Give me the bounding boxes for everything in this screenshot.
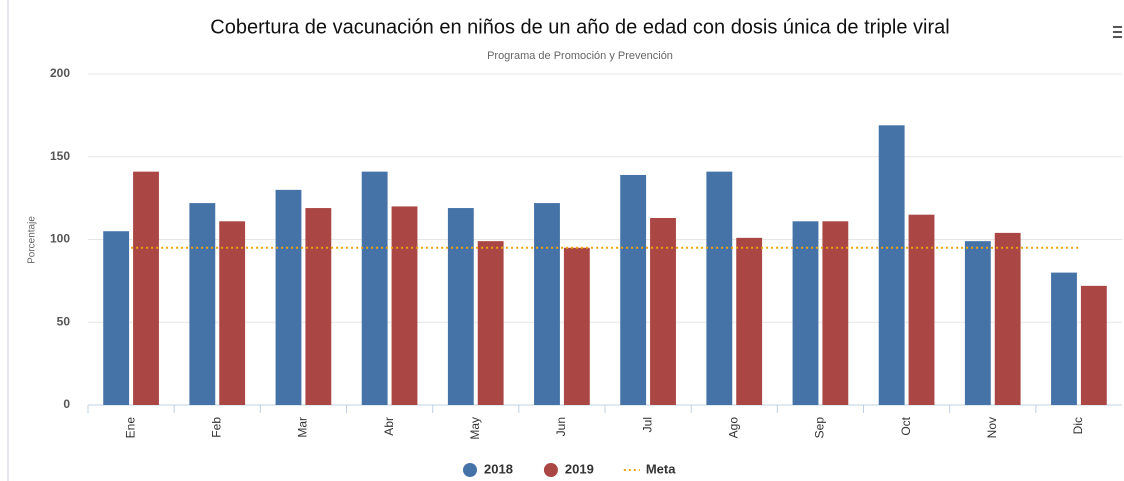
bar [964,241,991,405]
x-tick-label: Jul [640,417,654,432]
legend-symbol [463,463,477,477]
x-tick-label: Jun [554,417,568,436]
bar [133,171,159,405]
bar [477,241,504,405]
bar [391,206,418,405]
bar [189,203,216,405]
bar [219,221,246,405]
bar [994,232,1021,405]
x-tick-label: Dic [1071,417,1085,434]
y-tick-label: 200 [50,66,70,80]
y-axis-label: Porcentaje [27,216,38,264]
bar [1051,272,1077,405]
bar [103,231,130,405]
x-tick-label: Ene [123,417,137,439]
x-tick-label: Feb [209,417,223,438]
bar [878,125,905,406]
legend: 2018 2019 Meta [463,461,676,477]
x-tick-label: Abr [382,417,396,436]
x-tick-label: Ago [726,417,740,439]
bar [620,174,647,405]
x-tick-label: Nov [985,417,999,438]
bar [275,189,302,405]
x-tick-label: Mar [296,417,310,438]
bar [447,208,474,405]
legend-label: 2019 [565,461,594,476]
y-tick-label: 100 [50,232,70,246]
bar [792,221,819,405]
chart-subtitle: Programa de Promoción y Prevención [487,50,673,62]
legend-label: Meta [646,461,676,476]
chart-title: Cobertura de vacunación en niños de un a… [210,16,949,38]
bar [822,221,849,405]
x-tick-label: May [468,417,482,440]
bar [650,217,676,405]
bar [563,247,590,405]
x-tick-label: Sep [813,417,827,439]
bar [706,171,733,405]
bar [1080,285,1107,405]
menu-icon[interactable] [1113,26,1122,38]
bar [361,171,388,405]
legend-label: 2018 [484,461,513,476]
y-tick-label: 50 [57,314,71,328]
bar [534,203,560,405]
y-tick-label: 0 [63,397,70,411]
bar [736,237,763,405]
legend-symbol [543,463,558,477]
y-tick-label: 150 [50,149,70,163]
bar [908,214,935,405]
bar [305,208,332,405]
x-tick-label: Oct [899,416,913,435]
